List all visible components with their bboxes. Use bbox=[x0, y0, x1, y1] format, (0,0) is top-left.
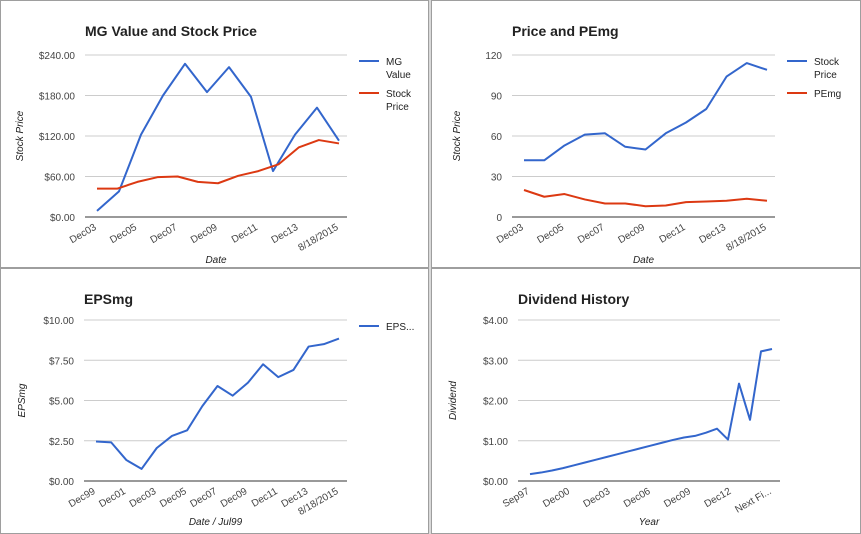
chart-panel-mg-value-stock-price: MG Value and Stock Price $0.00 $60.00 $120.… bbox=[0, 0, 429, 268]
x-tick-label: Dec05 bbox=[535, 222, 566, 246]
x-tick-label: Dec03 bbox=[128, 486, 159, 510]
y-tick-label: 60 bbox=[491, 132, 503, 143]
x-tick-label: Dec09 bbox=[219, 486, 250, 510]
x-tick-label: Dec05 bbox=[158, 486, 189, 510]
x-tick-label: Dec00 bbox=[541, 486, 572, 510]
y-tick-label: $5.00 bbox=[49, 397, 74, 408]
legend-label: MG Value bbox=[386, 57, 411, 81]
y-tick-label: $180.00 bbox=[39, 92, 76, 103]
chart-title: Price and PEmg bbox=[512, 23, 619, 39]
series-line-pemg bbox=[523, 189, 768, 208]
x-axis-label: Date bbox=[205, 255, 227, 266]
x-tick-label: Dec03 bbox=[495, 222, 526, 246]
y-tick-label: $4.00 bbox=[483, 316, 508, 327]
x-axis-label: Date / Jul99 bbox=[189, 517, 243, 528]
y-tick-label: $2.50 bbox=[49, 437, 74, 448]
x-tick-label: Dec07 bbox=[149, 222, 180, 246]
legend-label: Stock Price bbox=[814, 57, 840, 81]
x-tick-label: 8/18/2015 bbox=[724, 222, 768, 254]
x-tick-label: Next Fi... bbox=[733, 486, 773, 516]
y-axis-label: Stock Price bbox=[452, 110, 463, 161]
series-line-stock-price bbox=[524, 62, 768, 162]
y-tick-label: $1.00 bbox=[483, 437, 508, 448]
series-line-eps bbox=[95, 337, 340, 470]
y-tick-label: $60.00 bbox=[44, 173, 75, 184]
x-tick-label: Dec09 bbox=[616, 222, 647, 246]
chart-panel-epsmg: EPSmg $0.00 $2.50 $5.00 $7.50 $10.00 Dec99 Dec0… bbox=[0, 268, 429, 534]
y-tick-label: $10.00 bbox=[43, 316, 74, 327]
y-tick-label: $120.00 bbox=[39, 132, 76, 143]
x-tick-label: Dec07 bbox=[576, 222, 607, 246]
y-tick-label: $7.50 bbox=[49, 356, 74, 367]
series-line-stock-price bbox=[97, 139, 340, 190]
x-tick-label: Dec03 bbox=[68, 222, 99, 246]
chart-title: MG Value and Stock Price bbox=[85, 23, 257, 39]
y-tick-label: 0 bbox=[496, 213, 502, 224]
y-tick-label: $0.00 bbox=[50, 213, 75, 224]
x-axis-label: Year bbox=[639, 517, 660, 528]
x-tick-label: Dec07 bbox=[188, 486, 219, 510]
y-tick-label: 90 bbox=[491, 92, 503, 103]
legend-label: EPS... bbox=[386, 322, 414, 333]
x-tick-label: Dec03 bbox=[582, 486, 613, 510]
chart-panel-dividend-history: Dividend History $0.00 $1.00 $2.00 $3.00 $4.0… bbox=[431, 268, 861, 534]
y-axis-label: Stock Price bbox=[15, 110, 26, 161]
x-tick-label: 8/18/2015 bbox=[296, 222, 340, 254]
x-tick-label: Dec11 bbox=[250, 486, 280, 510]
x-tick-label: Sep97 bbox=[501, 486, 532, 510]
y-tick-label: $0.00 bbox=[49, 477, 74, 488]
x-tick-label: Dec06 bbox=[622, 486, 653, 510]
y-tick-label: 30 bbox=[491, 173, 503, 184]
y-tick-label: 120 bbox=[485, 51, 502, 62]
y-axis-label: Dividend bbox=[448, 381, 459, 420]
y-axis-label: EPSmg bbox=[17, 383, 28, 417]
x-tick-label: Dec13 bbox=[697, 222, 728, 246]
chart-svg: Dividend History $0.00 $1.00 $2.00 $3.00 $4.0… bbox=[448, 291, 780, 528]
chart-svg: MG Value and Stock Price $0.00 $60.00 $120.… bbox=[15, 23, 412, 266]
x-tick-label: Dec99 bbox=[67, 486, 98, 510]
y-tick-label: $240.00 bbox=[39, 51, 76, 62]
y-tick-label: $3.00 bbox=[483, 356, 508, 367]
x-axis-label: Date bbox=[633, 255, 655, 266]
y-tick-label: $0.00 bbox=[483, 477, 508, 488]
x-tick-label: Dec01 bbox=[97, 486, 128, 510]
series-line-series-0 bbox=[529, 348, 773, 476]
chart-svg: Price and PEmg 0 30 60 90 120 Dec03 Dec05 Dec07 D… bbox=[452, 23, 841, 266]
y-tick-label: $2.00 bbox=[483, 397, 508, 408]
x-tick-label: Dec11 bbox=[230, 222, 260, 246]
x-tick-label: Dec09 bbox=[189, 222, 220, 246]
legend-label: Stock Price bbox=[386, 89, 412, 113]
legend-label: PEmg bbox=[814, 89, 841, 100]
x-tick-label: Dec09 bbox=[662, 486, 693, 510]
x-tick-label: Dec11 bbox=[658, 222, 688, 246]
chart-title: EPSmg bbox=[84, 291, 133, 307]
x-tick-label: Dec12 bbox=[703, 486, 734, 510]
x-tick-label: Dec05 bbox=[108, 222, 139, 246]
x-tick-label: Dec13 bbox=[270, 222, 301, 246]
chart-title: Dividend History bbox=[518, 291, 629, 307]
chart-panel-price-pemg: Price and PEmg 0 30 60 90 120 Dec03 Dec05 Dec07 D… bbox=[431, 0, 861, 268]
series-line-mg-value bbox=[96, 62, 340, 212]
